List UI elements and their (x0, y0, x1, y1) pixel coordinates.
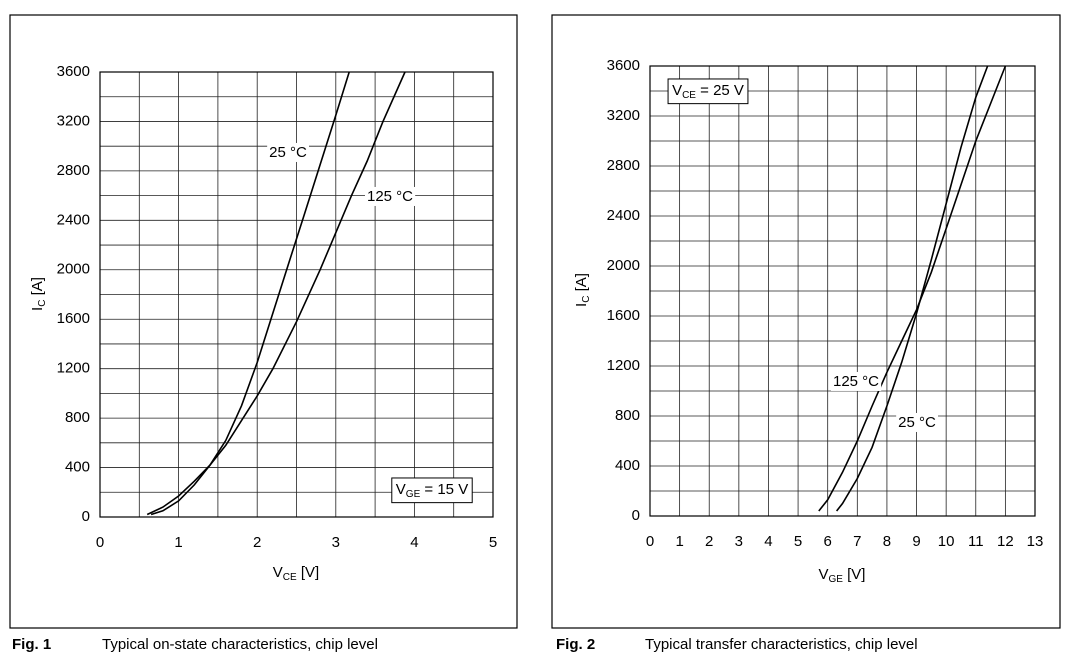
y-tick-label: 0 (82, 508, 90, 525)
label-background (896, 412, 939, 432)
x-tick-label: 1 (174, 534, 182, 551)
y-tick-label: 0 (632, 507, 640, 524)
y-tick-label: 400 (615, 457, 640, 474)
curve (150, 71, 350, 516)
x-tick-label: 1 (675, 533, 683, 550)
figure-frame (9, 14, 518, 629)
x-tick-label: 0 (646, 533, 654, 550)
x-tick-label: 2 (705, 533, 713, 550)
x-tick-label: 7 (853, 533, 861, 550)
y-axis-label-part: [A] (573, 273, 590, 296)
figure-label: Fig. 2 (556, 636, 595, 653)
annotation-box (391, 477, 473, 504)
x-tick-label: 4 (764, 533, 772, 550)
x-tick-label: 12 (997, 533, 1014, 550)
x-tick-label: 2 (253, 534, 261, 551)
plot-border (99, 71, 494, 518)
x-tick-label: 11 (968, 533, 984, 550)
figure-caption: Typical transfer characteristics, chip l… (645, 636, 918, 653)
x-tick-label: 9 (912, 533, 920, 550)
x-tick-label: 3 (332, 534, 340, 551)
annotation: VGE = 15 V (396, 481, 468, 500)
x-axis-label-part: V (273, 564, 283, 581)
x-tick-label: 5 (794, 533, 802, 550)
y-tick-label: 1600 (607, 307, 640, 324)
y-tick-label: 400 (65, 459, 90, 476)
y-tick-label: 800 (65, 409, 90, 426)
figure-frame (551, 14, 1061, 629)
y-tick-label: 2800 (607, 157, 640, 174)
y-tick-label: 2800 (57, 162, 90, 179)
annotation-part: = 25 V (696, 82, 744, 99)
x-axis-label: VCE [V] (273, 564, 319, 583)
x-tick-label: 10 (938, 533, 955, 550)
y-tick-label: 800 (615, 407, 640, 424)
annotation-part: GE (406, 489, 421, 500)
x-axis-label-part: [V] (297, 564, 320, 581)
annotation-part: V (396, 481, 406, 498)
x-tick-label: 4 (410, 534, 418, 551)
x-tick-label: 3 (735, 533, 743, 550)
curve (146, 71, 406, 516)
curve (818, 65, 1007, 512)
x-axis-label-part: CE (283, 572, 297, 583)
plot-border (649, 65, 1036, 517)
curve-label: 25 °C (269, 144, 307, 161)
y-axis-label-part: [A] (29, 277, 46, 300)
annotation-part: = 15 V (420, 481, 468, 498)
x-axis-label-part: [V] (843, 566, 866, 583)
y-tick-label: 1200 (57, 360, 90, 377)
x-axis-label: VGE [V] (819, 566, 866, 585)
curve-label: 25 °C (898, 414, 936, 431)
y-tick-label: 2000 (607, 257, 640, 274)
y-axis-label: IC [A] (573, 273, 592, 307)
annotation-box (667, 78, 749, 105)
curve (835, 65, 989, 512)
x-axis-label-part: GE (829, 574, 844, 585)
y-tick-label: 3200 (57, 112, 90, 129)
annotation-part: V (672, 82, 682, 99)
y-tick-label: 2400 (607, 207, 640, 224)
label-background (364, 186, 416, 206)
x-axis-label-part: V (819, 566, 829, 583)
y-tick-label: 3600 (607, 57, 640, 74)
y-axis-label-part: C (37, 300, 48, 307)
annotation: VCE = 25 V (672, 82, 744, 101)
y-axis-label-part: I (573, 303, 590, 307)
figure-label: Fig. 1 (12, 636, 51, 653)
curve-label: 125 °C (833, 373, 879, 390)
y-axis-label-part: I (29, 307, 46, 311)
x-tick-label: 5 (489, 534, 497, 551)
figure-caption: Typical on-state characteristics, chip l… (102, 636, 378, 653)
x-tick-label: 13 (1027, 533, 1044, 550)
label-background (830, 371, 882, 391)
y-tick-label: 2400 (57, 211, 90, 228)
y-tick-label: 3200 (607, 107, 640, 124)
annotation-part: CE (682, 90, 696, 101)
label-background (267, 142, 310, 162)
y-tick-label: 3600 (57, 63, 90, 80)
x-tick-label: 6 (824, 533, 832, 550)
x-tick-label: 0 (96, 534, 104, 551)
y-tick-label: 1600 (57, 310, 90, 327)
curve-label: 125 °C (367, 188, 413, 205)
y-tick-label: 2000 (57, 261, 90, 278)
y-axis-label: IC [A] (29, 277, 48, 311)
y-axis-label-part: C (581, 296, 592, 303)
y-tick-label: 1200 (607, 357, 640, 374)
x-tick-label: 8 (883, 533, 891, 550)
